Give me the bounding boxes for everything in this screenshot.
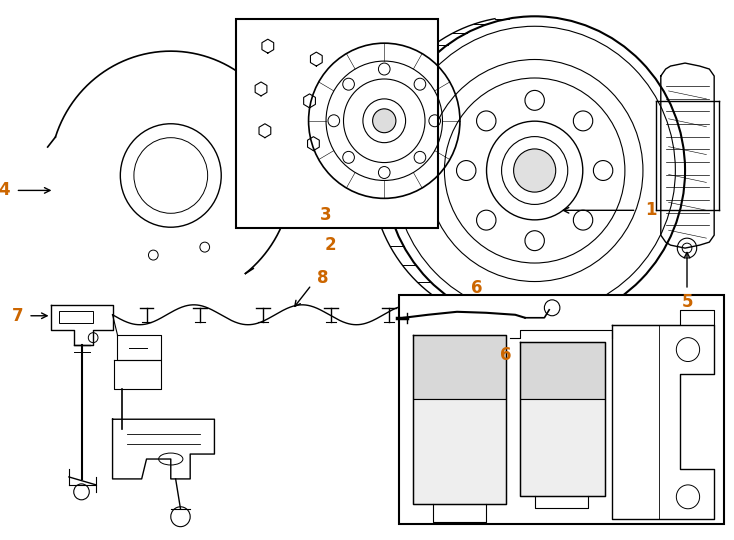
Polygon shape [308, 137, 319, 151]
Text: 6: 6 [500, 346, 512, 363]
Text: 3: 3 [320, 206, 332, 224]
Bar [59, 311, 93, 323]
Bar [236, 19, 437, 228]
Text: 4: 4 [0, 181, 10, 199]
Circle shape [373, 109, 396, 133]
Circle shape [514, 149, 556, 192]
Text: 6: 6 [470, 279, 482, 297]
Polygon shape [255, 82, 267, 96]
Polygon shape [259, 124, 271, 138]
Polygon shape [262, 39, 274, 53]
Bar [399, 295, 724, 524]
Text: 1: 1 [645, 201, 657, 219]
Text: 2: 2 [325, 236, 337, 254]
Bar [520, 400, 606, 496]
Polygon shape [310, 52, 322, 66]
Polygon shape [304, 94, 316, 108]
Bar [520, 342, 606, 400]
Bar [413, 335, 506, 400]
Text: 8: 8 [317, 269, 329, 287]
Text: 5: 5 [681, 293, 693, 311]
Bar [413, 400, 506, 504]
Text: 7: 7 [12, 307, 23, 325]
